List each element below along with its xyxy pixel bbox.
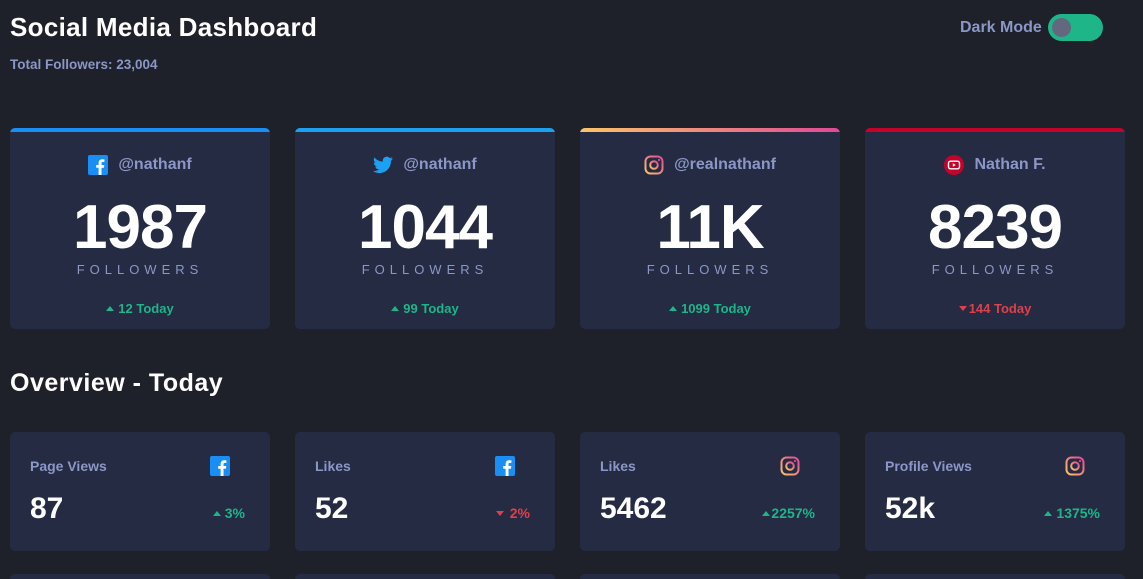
instagram-icon [1065,456,1085,476]
overview-card[interactable]: Likes 52 2% [295,432,555,551]
dark-mode-toggle[interactable] [1047,14,1103,41]
today-text: 144 Today [968,301,1032,316]
card-handle: @nathanf [118,156,192,173]
card-header: @nathanf [10,155,270,175]
change-text: 3% [224,505,245,521]
arrow-up-icon [391,306,400,311]
overview-change: 1375% [1044,505,1100,521]
today-text: 99 Today [403,301,459,316]
card-accent-bar [295,128,555,132]
overview-change: 3% [212,505,245,521]
overview-title: Overview - Today [10,369,224,397]
overview-label: Likes [600,458,636,474]
follower-card-twitter[interactable]: @nathanf 1044 FOLLOWERS 99 Today [295,128,555,329]
card-handle: @nathanf [403,156,477,173]
overview-card[interactable]: Page Views 87 3% [10,432,270,551]
followers-label: FOLLOWERS [646,262,774,277]
follower-card-instagram[interactable]: @realnathanf 11K FOLLOWERS 1099 Today [580,128,840,329]
arrow-up-icon [1044,510,1053,516]
arrow-up-icon [762,510,771,516]
overview-card-partial [580,574,840,579]
follower-card-youtube[interactable]: Nathan F. 8239 FOLLOWERS 144 Today [865,128,1125,329]
card-accent-bar [865,128,1125,132]
today-text: 1099 Today [681,301,751,316]
facebook-icon [210,456,230,476]
followers-label: FOLLOWERS [931,262,1059,277]
overview-cards: Page Views 87 3% Likes 52 2% Likes 5462 … [10,432,1125,551]
follower-card-facebook[interactable]: @nathanf 1987 FOLLOWERS 12 Today [10,128,270,329]
facebook-icon [495,456,515,476]
overview-card-partial [295,574,555,579]
today-change: 99 Today [295,301,555,316]
card-header: @realnathanf [580,155,840,175]
overview-label: Likes [315,458,351,474]
overview-card[interactable]: Likes 5462 2257% [580,432,840,551]
follower-cards: @nathanf 1987 FOLLOWERS 12 Today @nathan… [10,128,1125,329]
twitter-icon [373,156,394,173]
dark-mode-label: Dark Mode [960,18,1042,36]
overview-card[interactable]: Profile Views 52k 1375% [865,432,1125,551]
dark-mode-control: Dark Mode [960,14,1103,41]
overview-value: 52 [315,492,349,525]
arrow-up-icon [669,306,678,311]
overview-value: 52k [885,492,936,525]
followers-label: FOLLOWERS [361,262,489,277]
today-change: 12 Today [10,301,270,316]
overview-change: 2257% [762,505,815,521]
today-change: 1099 Today [580,301,840,316]
arrow-up-icon [212,510,221,516]
arrow-down-icon [958,306,967,311]
card-header: Nathan F. [865,155,1125,175]
overview-label: Page Views [30,458,107,474]
overview-value: 87 [30,492,64,525]
card-accent-bar [10,128,270,132]
overview-change: 2% [495,505,530,521]
follower-count: 1987 [73,193,208,262]
card-header: @nathanf [295,155,555,175]
dashboard-header: Social Media Dashboard Total Followers: … [10,12,317,72]
change-text: 2257% [771,505,815,521]
facebook-icon [88,155,109,175]
card-accent-bar [580,128,840,132]
instagram-icon [780,456,800,476]
youtube-icon [944,155,965,175]
change-text: 2% [509,505,530,521]
instagram-icon [644,155,664,175]
arrow-down-icon [495,510,504,516]
page-title: Social Media Dashboard [10,12,318,42]
change-text: 1375% [1056,505,1100,521]
today-text: 12 Today [118,301,174,316]
follower-count: 1044 [358,193,493,262]
today-change: 144 Today [865,301,1125,316]
follower-count: 8239 [928,193,1063,262]
follower-count: 11K [656,193,764,262]
overview-card-partial [865,574,1125,579]
followers-label: FOLLOWERS [76,262,204,277]
overview-label: Profile Views [885,458,972,474]
arrow-up-icon [106,306,115,311]
card-handle: Nathan F. [974,156,1046,173]
card-handle: @realnathanf [674,156,776,173]
toggle-knob [1051,18,1071,37]
overview-value: 5462 [600,492,667,525]
overview-card-partial [10,574,270,579]
total-followers: Total Followers: 23,004 [10,57,158,72]
